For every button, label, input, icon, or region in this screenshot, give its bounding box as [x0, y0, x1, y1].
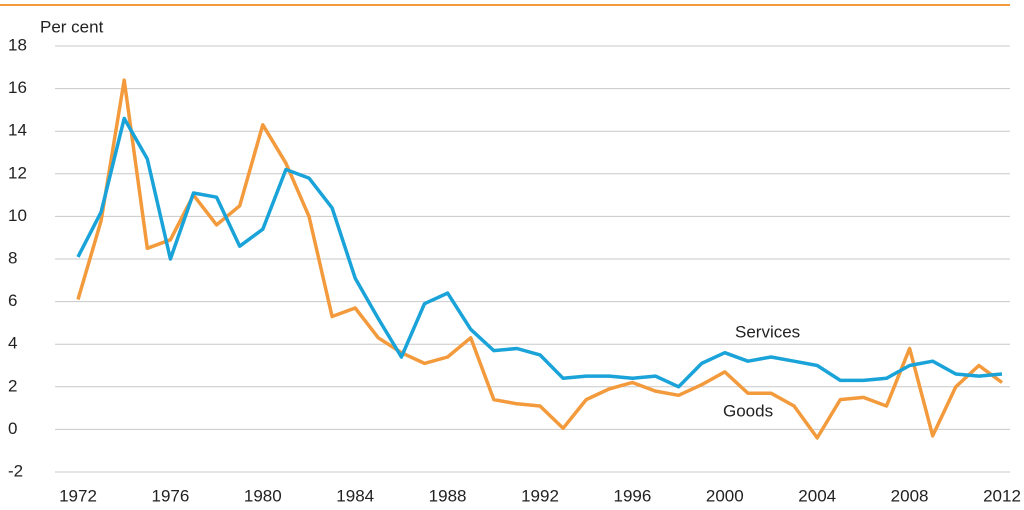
x-tick-label: 1976	[151, 486, 189, 505]
x-tick-label: 2008	[891, 486, 929, 505]
y-tick-label: 16	[8, 78, 27, 97]
x-tick-label: 2004	[798, 486, 836, 505]
y-tick-label: 18	[8, 35, 27, 54]
y-tick-label: 6	[8, 291, 17, 310]
y-tick-label: 4	[8, 334, 17, 353]
x-tick-label: 1996	[613, 486, 651, 505]
series-line	[76, 78, 1004, 440]
x-tick-label: 1984	[336, 486, 374, 505]
x-tick-label: 1992	[521, 486, 559, 505]
y-tick-label: -2	[8, 461, 23, 480]
series-label: Goods	[723, 401, 773, 420]
series-label: Services	[735, 322, 800, 341]
y-tick-label: 14	[8, 121, 27, 140]
x-tick-label: 1988	[429, 486, 467, 505]
y-axis-label: Per cent	[40, 17, 104, 36]
series-line	[76, 116, 1003, 389]
y-tick-label: 10	[8, 206, 27, 225]
y-tick-label: 0	[8, 419, 17, 438]
y-tick-label: 8	[8, 248, 17, 267]
x-tick-label: 2012	[983, 486, 1021, 505]
x-tick-label: 1972	[59, 486, 97, 505]
y-tick-label: 12	[8, 163, 27, 182]
x-tick-label: 1980	[244, 486, 282, 505]
x-tick-label: 2000	[706, 486, 744, 505]
y-tick-label: 2	[8, 376, 17, 395]
